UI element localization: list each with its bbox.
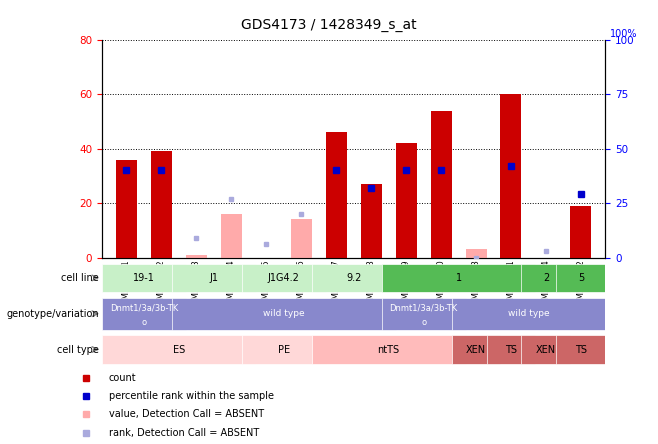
FancyBboxPatch shape xyxy=(172,298,395,329)
FancyBboxPatch shape xyxy=(451,335,501,364)
Text: ES: ES xyxy=(173,345,185,354)
Text: TS: TS xyxy=(505,345,517,354)
Text: cell line: cell line xyxy=(61,273,99,283)
FancyBboxPatch shape xyxy=(486,335,536,364)
Text: J1: J1 xyxy=(209,273,218,283)
FancyBboxPatch shape xyxy=(312,335,465,364)
Text: Dnmt1/3a/3b-TK: Dnmt1/3a/3b-TK xyxy=(110,304,178,313)
Text: cell type: cell type xyxy=(57,345,99,354)
Text: PE: PE xyxy=(278,345,290,354)
Text: TS: TS xyxy=(575,345,587,354)
Text: o: o xyxy=(141,318,147,327)
Text: 19-1: 19-1 xyxy=(133,273,155,283)
Text: Dnmt1/3a/3b-TK: Dnmt1/3a/3b-TK xyxy=(390,304,458,313)
FancyBboxPatch shape xyxy=(242,335,326,364)
FancyBboxPatch shape xyxy=(451,298,605,329)
Bar xyxy=(395,143,417,258)
Text: 1: 1 xyxy=(455,273,462,283)
Bar xyxy=(326,132,347,258)
Text: XEN: XEN xyxy=(466,345,486,354)
Text: wild type: wild type xyxy=(263,309,305,318)
Text: 100%: 100% xyxy=(609,28,637,39)
Bar xyxy=(501,95,522,258)
FancyBboxPatch shape xyxy=(102,298,186,329)
Bar xyxy=(291,219,312,258)
Text: 5: 5 xyxy=(578,273,584,283)
FancyBboxPatch shape xyxy=(382,264,536,292)
FancyBboxPatch shape xyxy=(312,264,395,292)
Text: J1G4.2: J1G4.2 xyxy=(268,273,299,283)
Bar xyxy=(570,206,592,258)
Text: genotype/variation: genotype/variation xyxy=(6,309,99,319)
FancyBboxPatch shape xyxy=(557,264,605,292)
Text: 2: 2 xyxy=(543,273,549,283)
Text: percentile rank within the sample: percentile rank within the sample xyxy=(109,392,274,401)
Bar xyxy=(116,160,137,258)
FancyBboxPatch shape xyxy=(382,298,465,329)
Text: XEN: XEN xyxy=(536,345,556,354)
Text: rank, Detection Call = ABSENT: rank, Detection Call = ABSENT xyxy=(109,428,259,438)
FancyBboxPatch shape xyxy=(102,264,186,292)
Text: 9.2: 9.2 xyxy=(346,273,361,283)
Text: ntTS: ntTS xyxy=(378,345,399,354)
Text: wild type: wild type xyxy=(507,309,549,318)
FancyBboxPatch shape xyxy=(522,264,570,292)
Bar xyxy=(465,250,486,258)
Bar xyxy=(221,214,242,258)
Bar xyxy=(151,151,172,258)
Text: GDS4173 / 1428349_s_at: GDS4173 / 1428349_s_at xyxy=(241,18,417,32)
Bar xyxy=(186,255,207,258)
Text: value, Detection Call = ABSENT: value, Detection Call = ABSENT xyxy=(109,409,264,420)
FancyBboxPatch shape xyxy=(172,264,256,292)
Bar xyxy=(430,111,451,258)
FancyBboxPatch shape xyxy=(102,335,256,364)
FancyBboxPatch shape xyxy=(522,335,570,364)
FancyBboxPatch shape xyxy=(557,335,605,364)
Text: o: o xyxy=(421,318,426,327)
FancyBboxPatch shape xyxy=(242,264,326,292)
Bar xyxy=(361,184,382,258)
Text: count: count xyxy=(109,373,137,383)
